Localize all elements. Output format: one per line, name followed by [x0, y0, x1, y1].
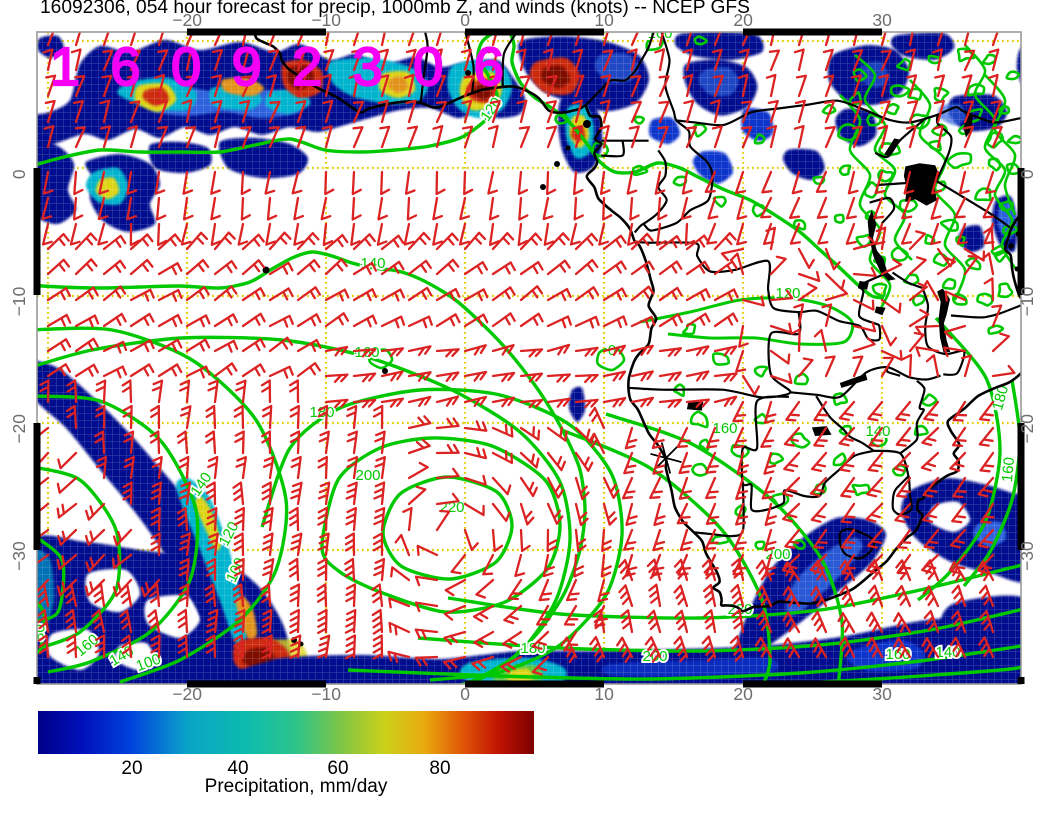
- svg-text:160: 160: [999, 456, 1018, 482]
- svg-text:180: 180: [309, 404, 334, 421]
- svg-text:0: 0: [608, 342, 616, 359]
- svg-text:60: 60: [327, 758, 348, 779]
- svg-text:0: 0: [1017, 169, 1037, 179]
- svg-text:10: 10: [594, 684, 614, 704]
- svg-text:10: 10: [594, 10, 614, 30]
- svg-text:−10: −10: [9, 286, 29, 316]
- svg-text:80: 80: [429, 758, 450, 779]
- svg-text:−20: −20: [1017, 414, 1037, 444]
- svg-text:160: 160: [885, 646, 910, 663]
- svg-text:16092306, 054 hour forecast fo: 16092306, 054 hour forecast for precip, …: [40, 0, 750, 18]
- svg-text:0: 0: [460, 10, 470, 30]
- svg-text:−10: −10: [1017, 286, 1037, 316]
- svg-text:40: 40: [227, 758, 248, 779]
- svg-text:−10: −10: [311, 10, 341, 30]
- svg-text:20: 20: [733, 684, 753, 704]
- svg-text:−20: −20: [9, 414, 29, 444]
- svg-text:−30: −30: [1017, 541, 1037, 571]
- svg-text:−30: −30: [9, 541, 29, 571]
- svg-text:20: 20: [121, 758, 142, 779]
- svg-text:16092306: 16092306: [50, 37, 534, 97]
- svg-text:20: 20: [733, 10, 753, 30]
- svg-text:30: 30: [872, 684, 892, 704]
- svg-text:160: 160: [712, 420, 737, 437]
- svg-text:−20: −20: [172, 10, 202, 30]
- svg-text:200: 200: [642, 648, 667, 665]
- svg-text:200: 200: [355, 467, 380, 484]
- svg-text:−20: −20: [172, 684, 202, 704]
- svg-text:30: 30: [872, 10, 892, 30]
- svg-text:Precipitation, mm/day: Precipitation, mm/day: [205, 776, 388, 797]
- svg-text:0: 0: [460, 684, 470, 704]
- svg-text:0: 0: [9, 169, 29, 179]
- svg-text:−10: −10: [311, 684, 341, 704]
- svg-text:140: 140: [865, 423, 890, 440]
